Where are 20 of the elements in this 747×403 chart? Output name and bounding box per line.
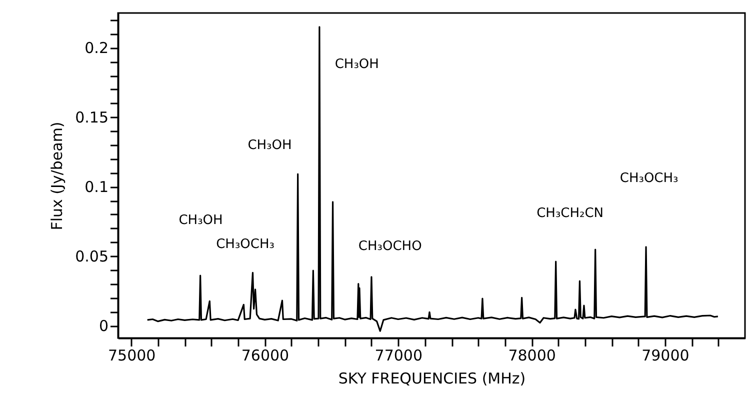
y-tick-label: 0.1 <box>84 178 108 196</box>
x-tick-label: 77000 <box>374 346 423 364</box>
y-tick-label: 0.15 <box>75 108 108 127</box>
annotation: CH₃OH <box>178 213 223 228</box>
x-tick-label: 78000 <box>508 346 556 364</box>
annotation: CH₃CH₂CN <box>536 206 604 221</box>
x-tick-label: 79000 <box>642 346 690 364</box>
x-tick-label: 75000 <box>108 346 156 364</box>
annotation: CH₃OH <box>248 138 292 153</box>
annotation: CH₃OCH₃ <box>216 237 274 252</box>
line-series <box>146 26 719 332</box>
annotation: CH₃OH <box>334 57 379 72</box>
annotation: CH₃OCHO <box>358 239 422 254</box>
y-tick-label: 0.2 <box>84 39 108 58</box>
x-axis-title: SKY FREQUENCIES (MHz) <box>338 370 526 388</box>
y-tick-label: 0.05 <box>75 248 108 266</box>
x-tick-label: 76000 <box>241 346 290 364</box>
y-axis-title: Flux (Jy/beam) <box>48 122 66 230</box>
y-tick-label: 0 <box>98 317 108 335</box>
annotation: CH₃OCH₃ <box>620 171 678 186</box>
